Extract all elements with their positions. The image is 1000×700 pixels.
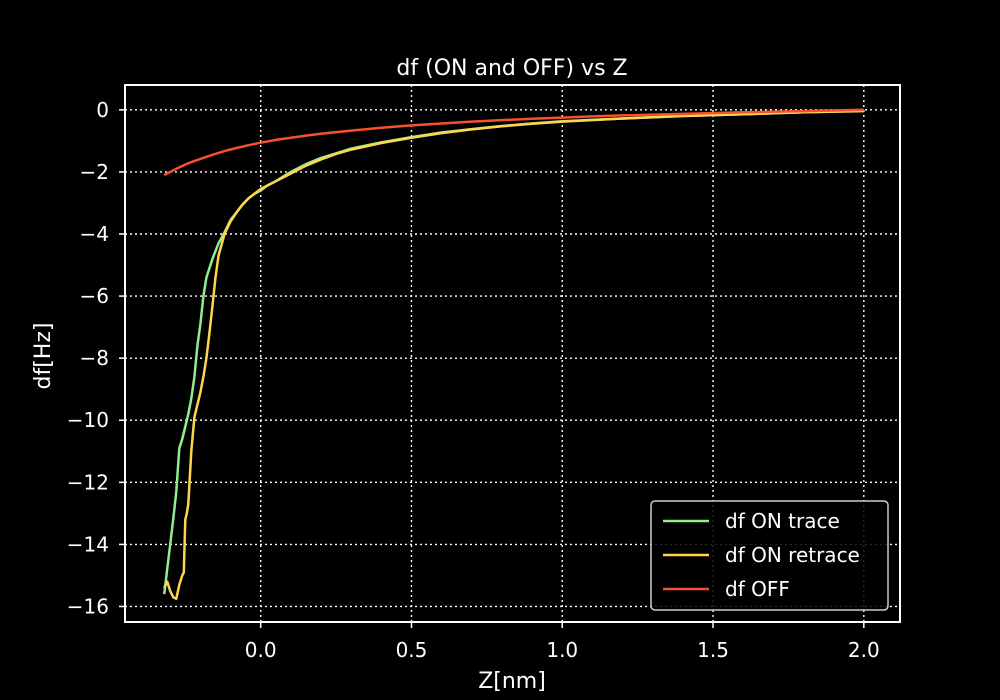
- x-tick-label: 0.0: [245, 638, 277, 662]
- y-tick-label: −8: [80, 346, 109, 370]
- x-tick-label: 2.0: [848, 638, 880, 662]
- series-line-df-on-retrace: [163, 109, 864, 600]
- y-tick-label: −12: [67, 470, 109, 494]
- legend: df ON trace df ON retrace df OFF: [650, 500, 889, 611]
- x-axis-label: Z[nm]: [478, 669, 546, 694]
- plot-lines: [162, 108, 864, 600]
- x-tick-label: 0.5: [396, 638, 428, 662]
- legend-box: [650, 500, 889, 611]
- chart-title: df (ON and OFF) vs Z: [396, 56, 627, 81]
- y-tick-label: −4: [80, 222, 109, 246]
- y-tick-label: −10: [67, 408, 109, 432]
- legend-label-df-on-retrace: df ON retrace: [725, 543, 860, 567]
- y-tick-label: −14: [67, 532, 109, 556]
- plot-frame: [124, 84, 901, 623]
- legend-label-df-off: df OFF: [725, 577, 790, 601]
- series-line-df-off: [163, 108, 864, 177]
- x-axis-ticks: 0.0 0.5 1.0 1.5 2.0: [245, 622, 880, 662]
- y-axis-label: df[Hz]: [31, 323, 56, 390]
- x-tick-label: 1.0: [546, 638, 578, 662]
- y-tick-label: −16: [67, 594, 109, 618]
- y-axis-ticks: 0 −2 −4 −6 −8 −10 −12 −14 −16: [67, 98, 125, 618]
- y-tick-label: 0: [96, 98, 109, 122]
- x-tick-label: 1.5: [697, 638, 729, 662]
- y-tick-label: −6: [80, 284, 109, 308]
- y-tick-label: −2: [80, 160, 109, 184]
- legend-label-df-on-trace: df ON trace: [725, 509, 840, 533]
